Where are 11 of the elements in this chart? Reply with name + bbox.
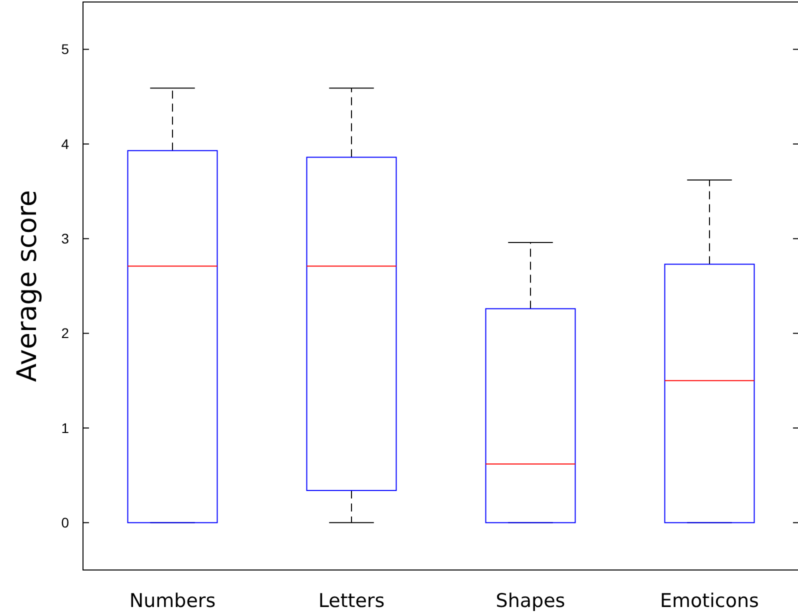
x-tick-label: Letters [318, 590, 385, 612]
x-tick-label: Shapes [496, 590, 566, 612]
x-tick-label: Numbers [129, 590, 216, 612]
y-axis-title: Average score [12, 190, 43, 382]
x-tick-label: Emoticons [660, 590, 759, 612]
y-tick-label: 4 [61, 136, 70, 152]
y-tick-label: 0 [61, 514, 70, 531]
y-tick-label: 1 [61, 420, 70, 436]
y-tick-label: 3 [61, 230, 70, 247]
y-tick-label: 2 [61, 325, 70, 342]
y-tick-label: 5 [61, 41, 70, 58]
